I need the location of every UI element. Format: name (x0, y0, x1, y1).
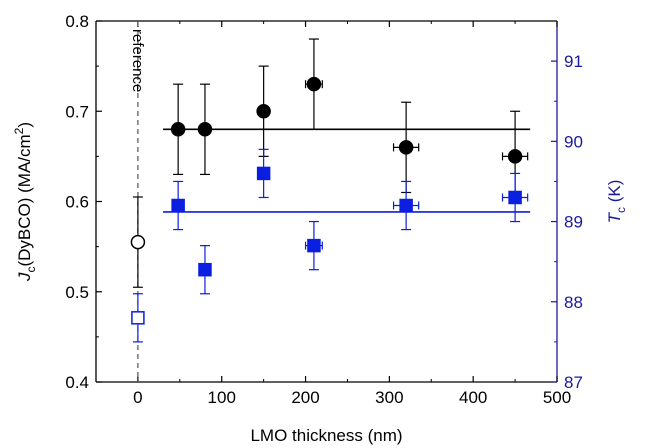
x-tick-label: 500 (543, 388, 571, 407)
data-point-square-1 (171, 198, 185, 213)
y-axis-title-right: Tc (K) (605, 180, 628, 224)
y-left-main: J (15, 272, 34, 282)
y-right-tick-label: 90 (564, 132, 583, 151)
y-left-rest: (DyBCO) (MA/cm (15, 134, 34, 266)
x-tick-label: 300 (375, 388, 403, 407)
data-point-square-6 (508, 190, 522, 205)
y-left-sub: c (24, 267, 38, 273)
data-point-circle-1 (170, 122, 186, 137)
x-tick-label: 0 (133, 388, 142, 407)
data-point-circle-3 (256, 104, 271, 119)
y-left-tick-label: 0.6 (65, 193, 89, 212)
data-point-circle-2 (197, 122, 213, 137)
y-left-tick-label: 0.8 (65, 12, 89, 31)
y-left-end: ) (15, 122, 34, 128)
y-left-tick-label: 0.5 (65, 283, 89, 302)
data-points (130, 38, 529, 343)
x-axis-title: LMO thickness (nm) (250, 426, 402, 445)
reference-label: reference (129, 29, 146, 92)
data-point-square-3 (256, 166, 271, 181)
mean-lines (163, 128, 531, 213)
y-right-tick-label: 91 (564, 52, 583, 71)
y-right-rest: (K) (605, 180, 624, 207)
x-tick-label: 200 (291, 388, 319, 407)
y-left-tick-label: 0.7 (65, 102, 89, 121)
y-right-tick-label: 89 (564, 213, 583, 232)
y-right-sub: c (614, 207, 628, 213)
y-left-sup: 2 (12, 127, 26, 134)
y-right-tick-label: 87 (564, 373, 583, 392)
data-point-square-4 (307, 238, 321, 253)
y-axis-title-left: Jc(DyBCO) (MA/cm2) (12, 122, 38, 282)
y-right-main: T (605, 211, 624, 223)
tick-labels: 0 100 200 300 400 500 0.4 0.5 0.6 0.7 0.8 87 88 89 90 9… (65, 12, 583, 407)
data-point-circle-0 (130, 234, 146, 250)
y-right-tick-label: 88 (564, 293, 583, 312)
x-tick-label: 100 (208, 388, 236, 407)
x-tick-label: 400 (459, 388, 487, 407)
data-point-square-2 (198, 262, 212, 277)
data-point-circle-5 (398, 140, 414, 155)
plot-frame (95, 20, 558, 383)
data-point-square-0 (131, 311, 145, 325)
axis-ticks (95, 20, 558, 383)
y-left-tick-label: 0.4 (65, 373, 89, 392)
data-point-circle-4 (306, 76, 322, 92)
data-point-circle-6 (507, 149, 523, 164)
data-point-square-5 (399, 198, 413, 213)
